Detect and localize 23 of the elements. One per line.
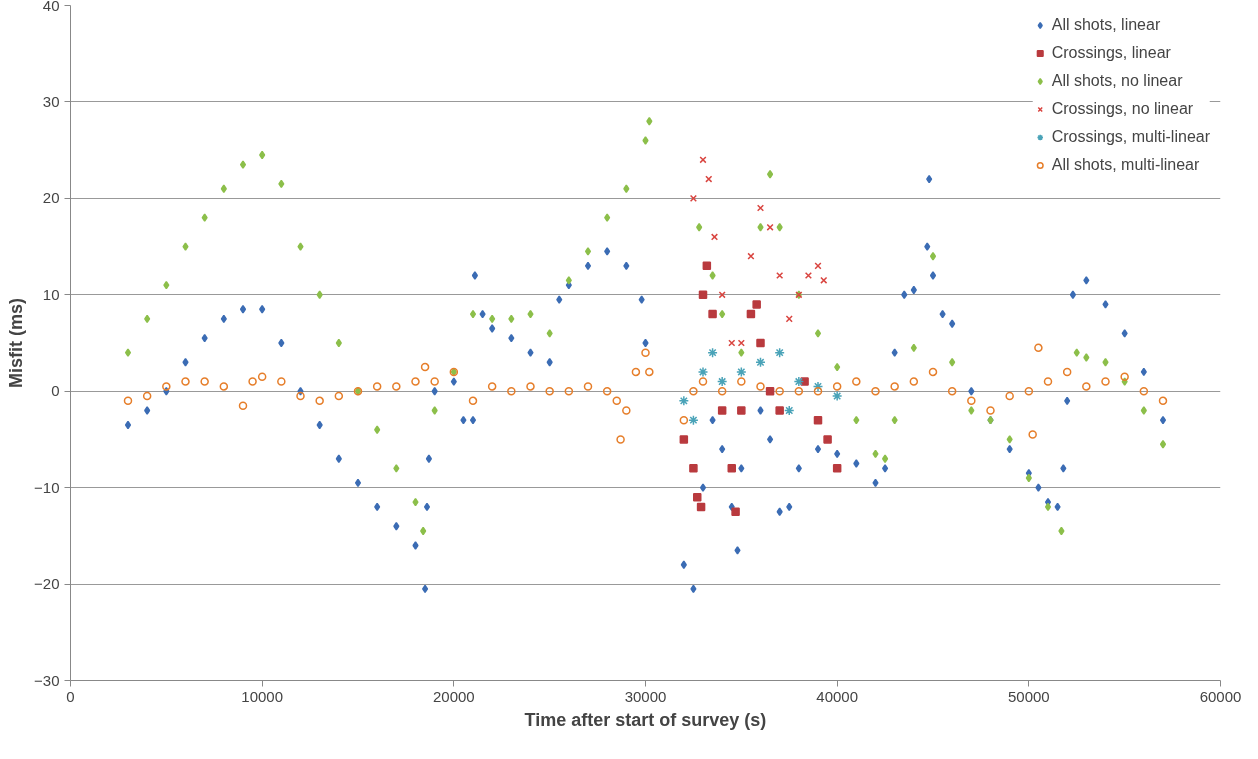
- legend-label: All shots, multi-linear: [1051, 156, 1200, 174]
- y-tick-label: −20: [34, 575, 60, 593]
- legend-label: Crossings, multi-linear: [1051, 128, 1210, 146]
- x-tick-label: 60000: [1199, 687, 1242, 705]
- x-tick-label: 10000: [241, 687, 284, 705]
- y-tick-label: 0: [51, 382, 60, 400]
- x-axis-title: Time after start of survey (s): [524, 709, 767, 730]
- legend-label: All shots, no linear: [1051, 72, 1183, 90]
- x-tick-label: 0: [66, 687, 75, 705]
- y-tick-label: 30: [42, 92, 60, 110]
- x-tick-label: 50000: [1007, 687, 1050, 705]
- y-axis-title: Misfit (ms): [6, 297, 27, 388]
- x-tick-label: 20000: [432, 687, 475, 705]
- x-tick-label: 30000: [624, 687, 667, 705]
- y-tick-label: −10: [34, 478, 60, 496]
- y-tick-label: 20: [42, 189, 60, 207]
- y-tick-label: 40: [42, 0, 60, 14]
- legend-label: Crossings, no linear: [1051, 100, 1194, 118]
- legend-label: All shots, linear: [1051, 16, 1161, 34]
- y-tick-label: −30: [34, 671, 60, 689]
- legend-label: Crossings, linear: [1051, 44, 1171, 62]
- y-tick-label: 10: [42, 285, 60, 303]
- x-tick-label: 40000: [816, 687, 859, 705]
